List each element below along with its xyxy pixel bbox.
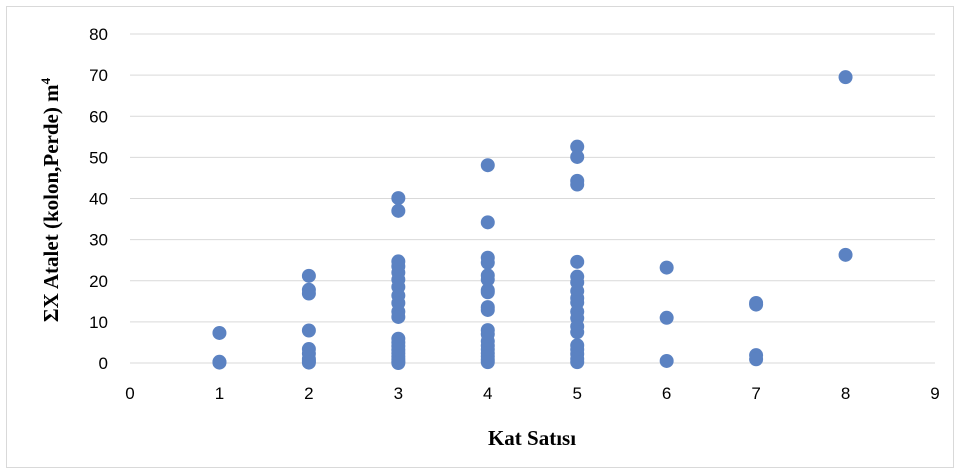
x-tick-label: 3 [394, 384, 403, 403]
data-point [301, 355, 316, 370]
y-tick-label: 60 [89, 107, 108, 126]
x-tick-label: 6 [662, 384, 671, 403]
data-point [838, 70, 853, 85]
data-point [480, 302, 495, 317]
x-tick-label: 5 [572, 384, 581, 403]
y-tick-label: 20 [89, 272, 108, 291]
y-axis-title: ΣX Atalet (kolon,Perde) m4 [38, 77, 63, 322]
data-point [480, 215, 495, 230]
data-point [749, 297, 764, 312]
data-point [570, 149, 585, 164]
data-point [570, 254, 585, 269]
chart-frame [6, 6, 954, 468]
data-point [749, 352, 764, 367]
gridlines [130, 33, 935, 323]
y-axis-title-superscript: 4 [38, 77, 53, 84]
x-tick-label: 7 [751, 384, 760, 403]
data-points [212, 70, 853, 370]
x-tick-label: 2 [304, 384, 313, 403]
x-tick-labels: 0 1 2 3 4 5 6 7 8 9 [125, 384, 939, 403]
x-tick-label: 1 [215, 384, 224, 403]
data-point [391, 203, 406, 218]
y-tick-label: 40 [89, 190, 108, 209]
x-tick-label: 4 [483, 384, 492, 403]
x-tick-label: 8 [841, 384, 850, 403]
data-point [838, 247, 853, 262]
data-point [391, 191, 406, 206]
x-axis-title: Kat Satısı [488, 426, 576, 450]
data-point [301, 323, 316, 338]
data-point [570, 325, 585, 340]
data-point [391, 309, 406, 324]
data-point [659, 260, 674, 275]
data-point [212, 355, 227, 370]
x-tick-label: 9 [930, 384, 939, 403]
data-point [570, 139, 585, 154]
y-tick-label: 0 [99, 354, 108, 373]
data-point [570, 355, 585, 370]
y-tick-label: 30 [89, 231, 108, 250]
data-point [480, 355, 495, 370]
data-point [570, 177, 585, 192]
y-tick-label: 80 [89, 25, 108, 44]
y-tick-label: 50 [89, 148, 108, 167]
x-tick-label: 0 [125, 384, 134, 403]
y-tick-labels: 0 10 20 30 40 50 60 70 80 [89, 25, 108, 373]
data-point [480, 272, 495, 287]
y-axis-title-text: ΣX Atalet (kolon,Perde) m [39, 84, 63, 322]
data-point [659, 353, 674, 368]
data-point [212, 325, 227, 340]
y-tick-label: 10 [89, 313, 108, 332]
data-point [480, 158, 495, 173]
data-point [301, 268, 316, 283]
data-point [659, 310, 674, 325]
data-point [391, 356, 406, 370]
data-point [301, 286, 316, 301]
data-point [480, 285, 495, 300]
data-point [480, 255, 495, 270]
y-tick-label: 70 [89, 66, 108, 85]
